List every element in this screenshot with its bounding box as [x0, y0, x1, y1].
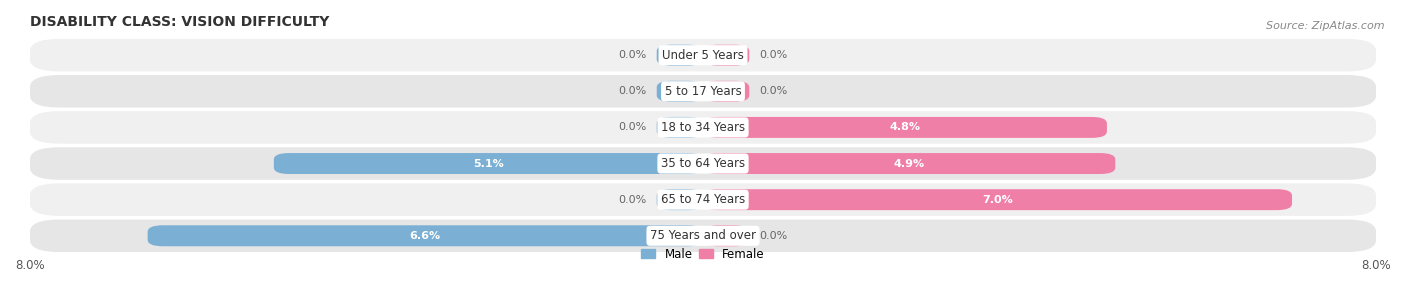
Text: 5 to 17 Years: 5 to 17 Years [665, 85, 741, 98]
FancyBboxPatch shape [30, 111, 1376, 144]
Text: 0.0%: 0.0% [759, 231, 787, 241]
Text: 7.0%: 7.0% [983, 195, 1012, 205]
FancyBboxPatch shape [703, 45, 749, 66]
Text: 18 to 34 Years: 18 to 34 Years [661, 121, 745, 134]
FancyBboxPatch shape [703, 189, 1292, 210]
FancyBboxPatch shape [30, 183, 1376, 216]
FancyBboxPatch shape [148, 225, 703, 246]
FancyBboxPatch shape [30, 220, 1376, 252]
Text: 0.0%: 0.0% [619, 122, 647, 132]
FancyBboxPatch shape [30, 75, 1376, 108]
Text: 35 to 64 Years: 35 to 64 Years [661, 157, 745, 170]
FancyBboxPatch shape [703, 225, 749, 246]
Text: Source: ZipAtlas.com: Source: ZipAtlas.com [1267, 21, 1385, 31]
Text: 6.6%: 6.6% [409, 231, 441, 241]
Text: 0.0%: 0.0% [619, 86, 647, 96]
Text: 4.8%: 4.8% [890, 122, 921, 132]
Text: 0.0%: 0.0% [619, 50, 647, 60]
FancyBboxPatch shape [657, 189, 703, 210]
FancyBboxPatch shape [657, 81, 703, 102]
FancyBboxPatch shape [657, 45, 703, 66]
Text: DISABILITY CLASS: VISION DIFFICULTY: DISABILITY CLASS: VISION DIFFICULTY [30, 15, 329, 29]
FancyBboxPatch shape [703, 81, 749, 102]
FancyBboxPatch shape [30, 39, 1376, 71]
FancyBboxPatch shape [703, 117, 1107, 138]
Text: 4.9%: 4.9% [894, 159, 925, 169]
Text: 65 to 74 Years: 65 to 74 Years [661, 193, 745, 206]
Text: 0.0%: 0.0% [619, 195, 647, 205]
Text: 0.0%: 0.0% [759, 86, 787, 96]
Legend: Male, Female: Male, Female [637, 243, 769, 265]
Text: 0.0%: 0.0% [759, 50, 787, 60]
FancyBboxPatch shape [703, 153, 1115, 174]
FancyBboxPatch shape [657, 117, 703, 138]
FancyBboxPatch shape [30, 147, 1376, 180]
Text: 75 Years and over: 75 Years and over [650, 229, 756, 242]
Text: Under 5 Years: Under 5 Years [662, 49, 744, 62]
Text: 5.1%: 5.1% [472, 159, 503, 169]
FancyBboxPatch shape [274, 153, 703, 174]
